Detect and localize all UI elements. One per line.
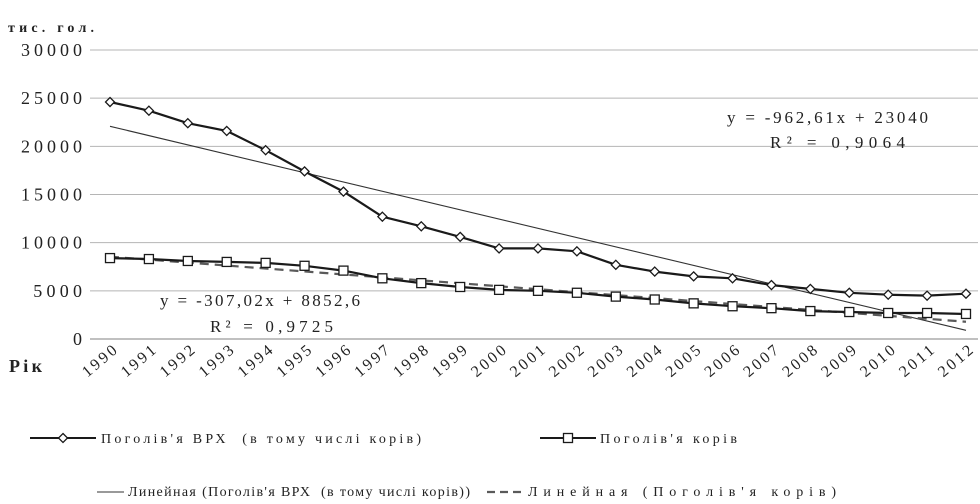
data-point-square bbox=[221, 256, 232, 268]
data-point-diamond bbox=[104, 96, 116, 108]
trendline-1-equation: y = -962,61x + 23040 bbox=[727, 108, 928, 127]
trendline-1-r-squared: R² = 0,9064 bbox=[770, 133, 906, 152]
y-tick-label: 15000 bbox=[21, 185, 82, 205]
data-point-square bbox=[493, 284, 505, 296]
data-point-diamond bbox=[260, 144, 272, 156]
trendline-2-equation: y = -307,02x + 8852,6 bbox=[160, 291, 360, 310]
data-point-diamond bbox=[299, 165, 310, 177]
data-point-square bbox=[883, 307, 894, 319]
y-tick-label: 0 bbox=[73, 329, 82, 349]
gridlines bbox=[90, 49, 978, 340]
data-point-diamond bbox=[182, 117, 194, 129]
data-point-diamond bbox=[843, 287, 855, 299]
data-point-diamond bbox=[960, 288, 972, 300]
y-tick-label: 20000 bbox=[21, 136, 82, 156]
data-point-square bbox=[921, 307, 933, 319]
data-series bbox=[104, 96, 972, 320]
legend-diamond-marker bbox=[57, 432, 69, 444]
legend-label: Линейная (Поголів'я ВРХ (в тому числі ко… bbox=[128, 485, 470, 500]
data-point-square bbox=[766, 303, 777, 314]
data-point-diamond bbox=[610, 259, 622, 271]
data-point-diamond bbox=[221, 125, 233, 137]
data-point-diamond bbox=[143, 105, 155, 117]
y-tick-label: 30000 bbox=[21, 40, 82, 60]
data-point-square bbox=[727, 301, 738, 312]
data-point-diamond bbox=[727, 272, 738, 284]
data-point-square bbox=[299, 260, 310, 271]
data-point-square bbox=[338, 265, 349, 276]
data-point-square bbox=[182, 255, 193, 267]
trendline-1 bbox=[109, 125, 967, 331]
trendline-2 bbox=[109, 255, 967, 323]
data-point-square bbox=[805, 305, 816, 317]
data-point-square bbox=[455, 281, 466, 293]
y-tick-label: 25000 bbox=[21, 88, 82, 108]
x-axis-title: Рік bbox=[9, 356, 43, 376]
data-point-diamond bbox=[571, 245, 583, 257]
legend-label: Поголів'я ВРХ (в тому числі корів) bbox=[101, 432, 421, 447]
data-point-square bbox=[571, 287, 583, 298]
data-point-diamond bbox=[376, 211, 388, 223]
data-point-diamond bbox=[804, 283, 816, 295]
data-point-diamond bbox=[921, 290, 933, 302]
data-point-diamond bbox=[649, 266, 661, 277]
trendline-2-r-squared: R² = 0,9725 bbox=[210, 317, 333, 336]
legend-item-trendline-1: Линейная (Поголів'я ВРХ (в тому числі ко… bbox=[97, 485, 470, 500]
data-point-square bbox=[649, 294, 660, 305]
data-point-square bbox=[960, 308, 972, 320]
data-point-diamond bbox=[882, 289, 894, 301]
legend-label: Линейная (Поголів'я корів) bbox=[528, 485, 836, 500]
data-point-diamond bbox=[766, 279, 777, 291]
data-point-square bbox=[104, 252, 116, 264]
legend-square-marker bbox=[562, 432, 574, 444]
data-point-square bbox=[688, 298, 699, 309]
y-axis-title: тис. гол. bbox=[8, 21, 94, 36]
data-point-square bbox=[844, 306, 855, 318]
data-point-square bbox=[143, 253, 155, 265]
data-point-diamond bbox=[454, 231, 466, 243]
data-point-square bbox=[260, 257, 271, 269]
data-point-diamond bbox=[415, 220, 427, 232]
data-point-diamond bbox=[338, 186, 349, 198]
data-point-diamond bbox=[493, 243, 505, 254]
data-point-square bbox=[416, 277, 427, 289]
trendlines bbox=[109, 125, 967, 331]
legend-item-series-1: Поголів'я ВРХ (в тому числі корів) bbox=[30, 432, 421, 447]
data-point-square bbox=[610, 291, 621, 302]
data-point-square bbox=[532, 285, 544, 296]
data-point-square bbox=[377, 273, 388, 284]
y-tick-label: 10000 bbox=[21, 233, 82, 253]
data-point-diamond bbox=[688, 270, 700, 282]
data-point-diamond bbox=[532, 243, 544, 254]
